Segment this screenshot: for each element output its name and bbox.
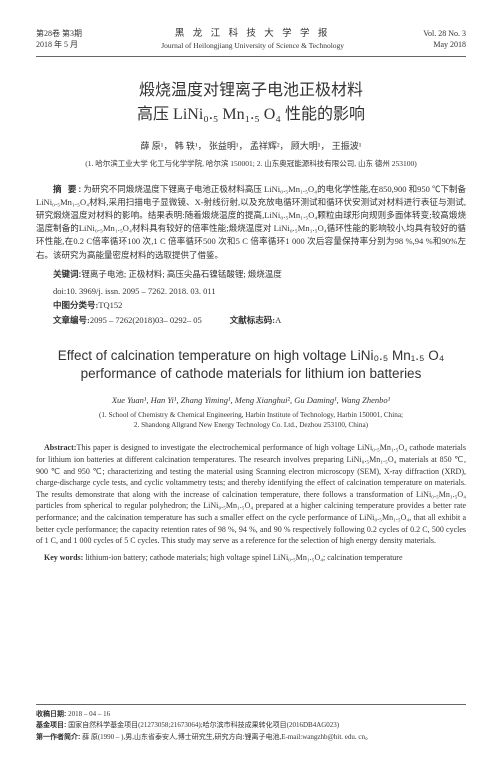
fund-body: 国家自然科学基金项目(21273058;21673064);哈尔滨市科技成果转化… <box>66 721 339 729</box>
recv-label: 收稿日期: <box>36 711 66 718</box>
abstract-en: Abstract:This paper is designed to inves… <box>36 442 466 546</box>
journal-name-cn: 黑 龙 江 科 技 大 学 学 报 <box>82 28 423 41</box>
doi: doi:10. 3969/j. issn. 2095 – 7262. 2018.… <box>36 285 466 298</box>
kw-cn-label: 关键词: <box>53 269 81 279</box>
abstract-cn-label: 摘 要: <box>53 184 83 194</box>
journal-header: 第28卷 第3期 2018 年 5 月 黑 龙 江 科 技 大 学 学 报 Jo… <box>36 28 466 57</box>
article-meta: 文章编号:2095 – 7262(2018)03– 0292– 05 文献标志码… <box>36 314 466 327</box>
vol-issue-cn: 第28卷 第3期 <box>36 28 82 39</box>
clc: 中图分类号:TQ152 <box>36 299 466 312</box>
vol-issue-en: Vol. 28 No. 3 <box>423 28 466 39</box>
date-cn: 2018 年 5 月 <box>36 39 82 50</box>
affiliation-en: (1. School of Chemistry & Chemical Engin… <box>36 410 466 430</box>
journal-name-en: Journal of Heilongjiang University of Sc… <box>82 41 423 52</box>
fund-label: 基金项目: <box>36 722 66 729</box>
abstract-cn: 摘 要:为研究不同煅烧温度下锂离子电池正极材料高压 LiNi₀.₅Mn₁.₅O₄… <box>36 183 466 262</box>
title-cn: 煅烧温度对锂离子电池正极材料 高压 LiNi₀.₅ Mn₁.₅ O₄ 性能的影响 <box>36 79 466 127</box>
date-en: May 2018 <box>423 39 466 50</box>
author-body: 薛 原(1990 – ),男,山东省泰安人,博士研究生,研究方向:锂离子电池,E… <box>80 733 372 741</box>
kw-cn-body: 锂离子电池; 正极材料; 高压尖晶石镍锰酸锂; 煅烧温度 <box>81 269 281 279</box>
abstract-en-label: Abstract: <box>44 443 76 452</box>
affiliation-cn: (1. 哈尔滨工业大学 化工与化学学院, 哈尔滨 150001; 2. 山东奥冠… <box>36 158 466 169</box>
abstract-cn-body: 为研究不同煅烧温度下锂离子电池正极材料高压 LiNi₀.₅Mn₁.₅O₄的电化学… <box>36 184 466 260</box>
kw-en-body: lithium-ion battery; cathode materials; … <box>83 553 402 562</box>
kw-en-label: Key words: <box>44 553 83 562</box>
authors-en: Xue Yuan¹, Han Yi¹, Zhang Yiming¹, Meng … <box>36 395 466 405</box>
recv-date: 2018 – 04 – 16 <box>66 710 110 718</box>
keywords-cn: 关键词:锂离子电池; 正极材料; 高压尖晶石镍锰酸锂; 煅烧温度 <box>36 268 466 281</box>
abstract-en-body: This paper is designed to investigate th… <box>36 443 466 545</box>
title-en: Effect of calcination temperature on hig… <box>36 347 466 383</box>
footer: 收稿日期: 2018 – 04 – 16 基金项目: 国家自然科学基金项目(21… <box>36 704 466 744</box>
authors-cn: 薛 原¹， 韩 轶¹， 张益明¹， 孟祥辉²， 顾大明¹， 王振波¹ <box>36 139 466 152</box>
keywords-en: Key words: lithium-ion battery; cathode … <box>36 552 466 564</box>
author-label: 第一作者简介: <box>36 734 80 741</box>
